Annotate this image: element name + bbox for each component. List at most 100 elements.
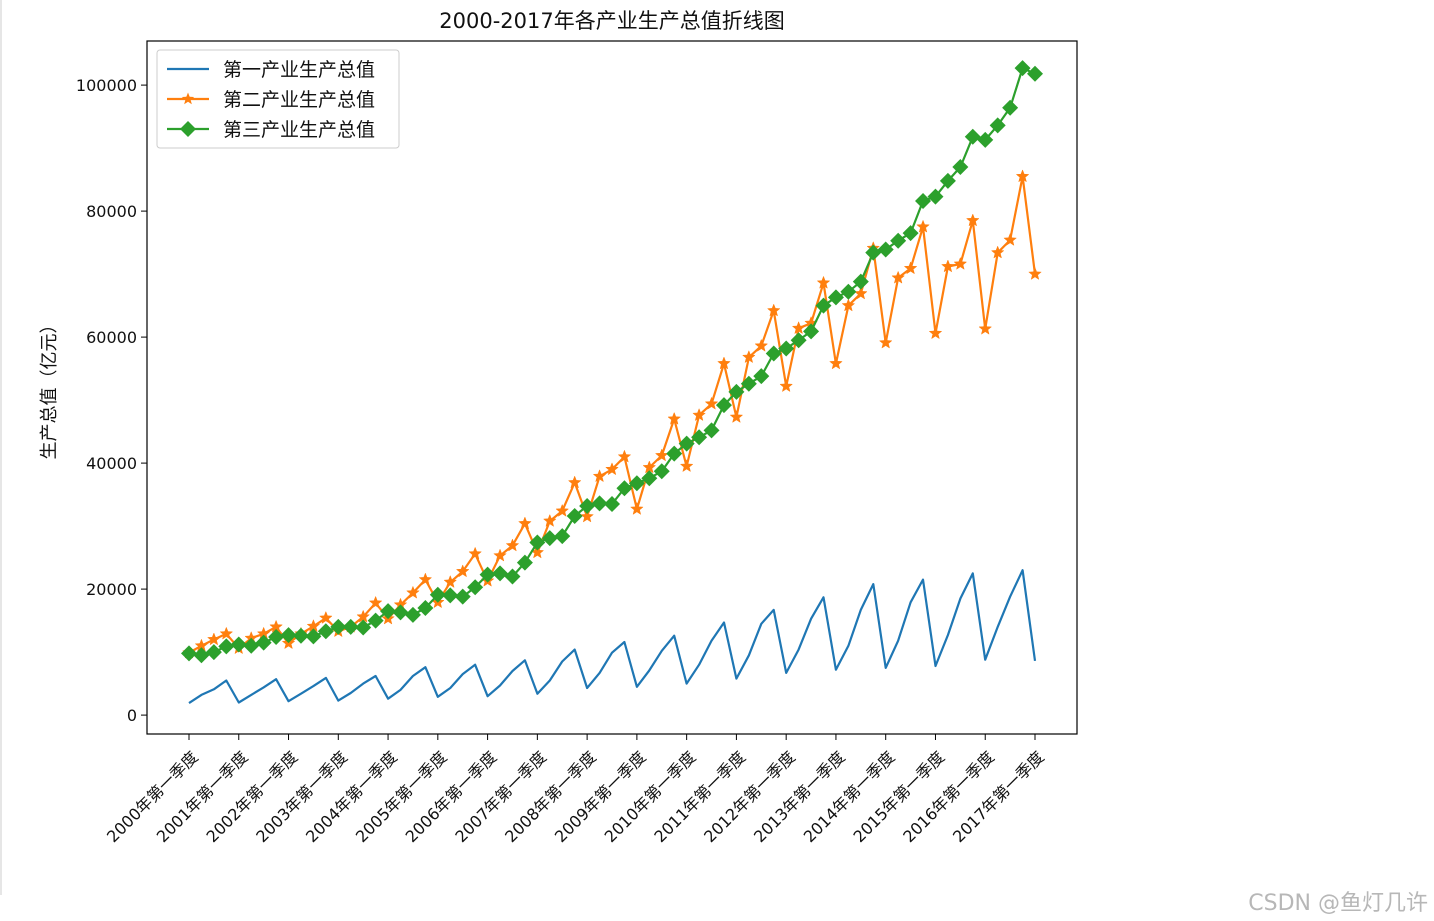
data-point (816, 275, 831, 289)
data-point (978, 321, 993, 335)
data-point (541, 530, 558, 547)
data-point (1027, 65, 1043, 82)
data-point (418, 572, 433, 586)
data-point (641, 470, 658, 487)
x-tick-label: 2011年第一季度 (650, 747, 749, 846)
series-line (188, 175, 1037, 654)
data-point (965, 213, 980, 227)
data-point (516, 554, 533, 571)
data-point (542, 513, 557, 527)
legend-item-2: 第二产业生产总值 (167, 89, 375, 111)
data-point (193, 647, 210, 664)
data-point (342, 618, 359, 635)
data-point (803, 323, 820, 340)
x-tick-label: 2003年第一季度 (252, 747, 351, 846)
data-point (890, 232, 907, 249)
data-point (877, 241, 894, 258)
data-point (977, 131, 994, 148)
data-point (429, 586, 446, 603)
data-point (766, 303, 781, 317)
data-point (567, 475, 582, 489)
data-point (467, 579, 484, 596)
data-point (243, 637, 260, 654)
data-point (230, 636, 247, 653)
data-point (692, 408, 706, 422)
data-point (915, 193, 932, 210)
data-point (504, 568, 521, 585)
data-point (616, 480, 633, 497)
x-tick-label: 2002年第一季度 (203, 747, 302, 846)
watermark: CSDN @鱼灯几许 (1248, 891, 1428, 916)
data-point (928, 326, 943, 340)
x-tick-label: 2005年第一季度 (352, 747, 451, 846)
data-point (742, 350, 756, 364)
legend-label: 第一产业生产总值 (223, 59, 375, 81)
data-point (630, 501, 644, 515)
data-point (703, 422, 720, 439)
legend-item-1: 第一产业生产总值 (167, 59, 375, 81)
data-point (1028, 266, 1042, 280)
series-3 (181, 60, 1043, 664)
data-point (529, 534, 546, 551)
data-point (717, 356, 731, 370)
data-point (218, 638, 235, 655)
legend-item-3: 第三产业生产总值 (167, 119, 375, 141)
data-point (479, 566, 496, 583)
x-tick-label: 2007年第一季度 (451, 747, 550, 846)
data-point (566, 508, 583, 525)
data-point (454, 588, 471, 605)
x-tick-label: 2013年第一季度 (750, 747, 849, 846)
data-point (952, 159, 969, 175)
x-tick-label: 2008年第一季度 (501, 747, 600, 846)
x-tick-label: 2010年第一季度 (601, 747, 700, 846)
data-point (740, 375, 757, 392)
data-point (903, 261, 918, 275)
data-point (815, 297, 832, 314)
data-point (1015, 169, 1030, 183)
data-point (791, 321, 806, 335)
legend-marker (180, 121, 196, 137)
data-point (941, 259, 955, 273)
x-tick-label: 2012年第一季度 (700, 747, 799, 846)
data-point (878, 335, 893, 349)
data-point (790, 332, 807, 349)
data-point (667, 411, 682, 425)
series-layer (181, 60, 1043, 705)
data-point (829, 356, 843, 370)
data-point (964, 128, 981, 145)
x-tick-label: 2014年第一季度 (800, 747, 899, 846)
data-point (778, 340, 795, 357)
legend-label: 第三产业生产总值 (223, 119, 375, 141)
x-tick-label: 2016年第一季度 (899, 747, 998, 846)
x-tick-label: 2009年第一季度 (551, 747, 650, 846)
data-point (990, 245, 1005, 259)
data-point (367, 612, 384, 629)
y-axis-ticks: 0 20000 40000 60000 80000 100000 (76, 76, 147, 725)
series-2 (182, 169, 1042, 659)
data-point (492, 565, 509, 582)
data-point (292, 627, 309, 644)
data-point (205, 644, 222, 661)
data-point (518, 516, 532, 530)
data-point (207, 632, 221, 646)
data-point (268, 628, 285, 645)
data-point (916, 219, 930, 233)
data-point (691, 429, 708, 446)
data-point (579, 497, 596, 514)
data-point (1003, 232, 1017, 246)
data-point (505, 538, 520, 552)
data-point (591, 495, 608, 512)
data-point (729, 409, 744, 423)
legend-marker (181, 92, 195, 105)
data-point (355, 619, 372, 636)
data-point (443, 574, 458, 588)
data-point (679, 459, 694, 473)
plot-frame (146, 40, 1078, 735)
data-point (592, 469, 607, 483)
legend-label: 第二产业生产总值 (223, 89, 375, 111)
data-point (380, 603, 397, 620)
y-tick-label: 0 (127, 706, 137, 725)
data-point (840, 283, 857, 300)
legend-box (156, 49, 400, 149)
data-point (653, 463, 670, 480)
